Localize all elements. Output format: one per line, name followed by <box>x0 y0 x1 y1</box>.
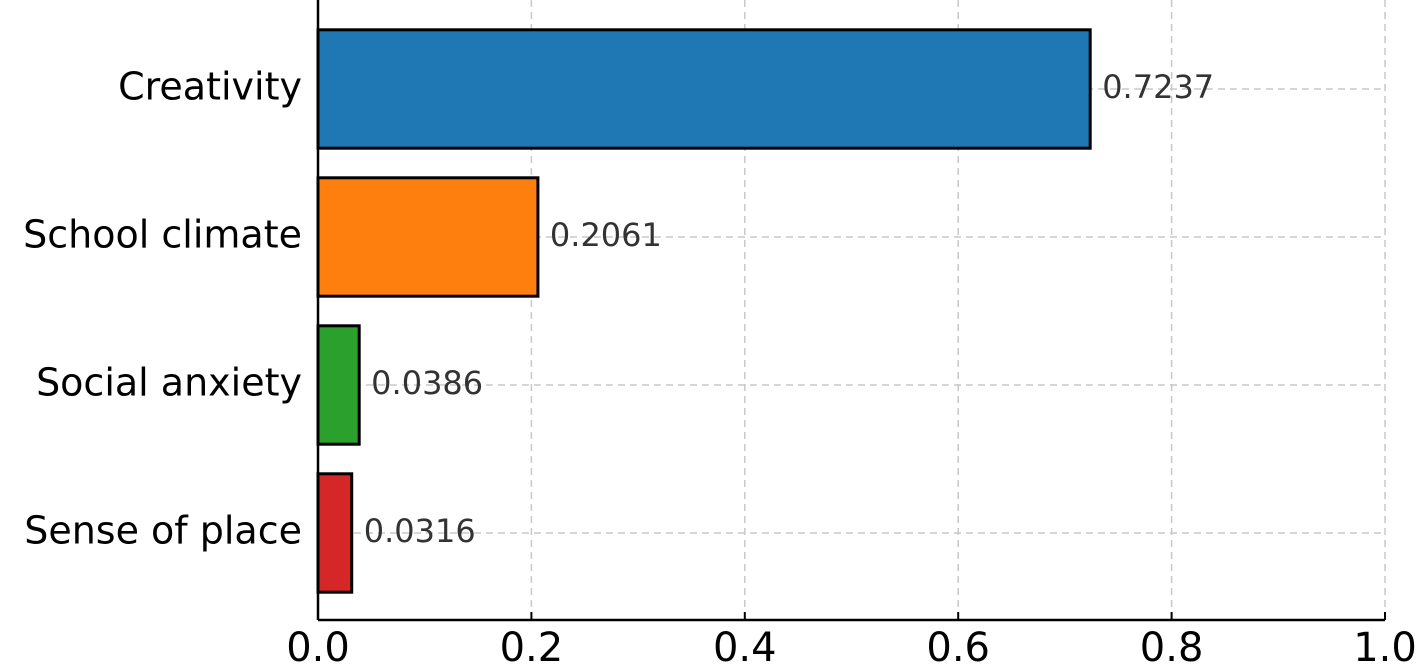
bar <box>316 176 540 298</box>
x-tick-label: 1.0 <box>1353 625 1417 667</box>
value-label: 0.0316 <box>364 512 476 550</box>
y-tick-label: Social anxiety <box>36 361 302 405</box>
bar <box>316 324 361 446</box>
x-tick-label: 0.8 <box>1140 625 1204 667</box>
value-label: 0.2061 <box>550 216 662 254</box>
bar <box>316 472 354 594</box>
value-label: 0.0386 <box>371 364 483 402</box>
x-tick-label: 0.6 <box>926 625 990 667</box>
y-tick-label: Creativity <box>118 65 302 109</box>
y-tick-label: School climate <box>23 213 302 257</box>
x-tick-label: 0.2 <box>500 625 564 667</box>
bar <box>316 28 1092 150</box>
x-tick-label: 0.4 <box>713 625 777 667</box>
x-tick-label: 0.0 <box>286 625 350 667</box>
value-label: 0.7237 <box>1102 68 1214 106</box>
y-tick-label: Sense of place <box>24 509 302 553</box>
